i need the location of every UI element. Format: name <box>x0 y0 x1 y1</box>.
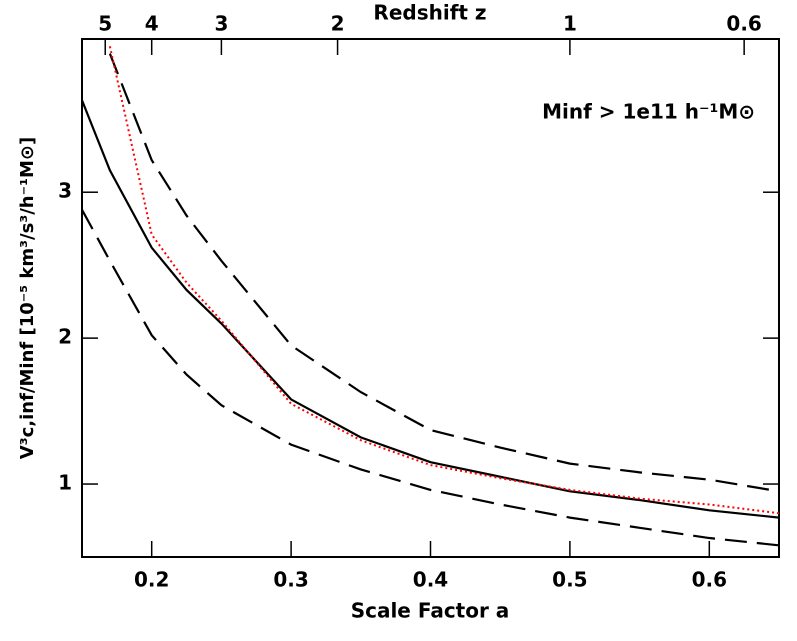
x-tick-label: 0.6 <box>692 568 727 592</box>
y-tick-label: 3 <box>58 179 72 203</box>
top-tick-label: 5 <box>98 12 112 36</box>
x-tick-label: 0.2 <box>134 568 169 592</box>
top-tick-label: 1 <box>563 12 577 36</box>
x-axis-label: Scale Factor a <box>351 599 510 623</box>
y-tick-label: 1 <box>58 471 72 495</box>
x-tick-label: 0.3 <box>273 568 308 592</box>
series-line <box>82 209 779 547</box>
y-axis-label: V³c,inf/Minf [10⁻⁵ km³/s³/h⁻¹M⊙] <box>17 137 38 459</box>
annotation: Minf > 1e11 h⁻¹M⊙ <box>542 100 755 124</box>
series-line <box>82 99 779 519</box>
top-tick-label: 3 <box>214 12 228 36</box>
plot-area <box>82 46 779 547</box>
top-tick-label: 2 <box>331 12 345 36</box>
top-tick-label: 0.6 <box>726 12 761 36</box>
x-tick-label: 0.5 <box>552 568 587 592</box>
series-line <box>108 53 779 493</box>
y-tick-label: 2 <box>58 325 72 349</box>
top-axis-label: Redshift z <box>373 1 486 25</box>
x-tick-label: 0.4 <box>413 568 448 592</box>
top-tick-label: 4 <box>145 12 159 36</box>
